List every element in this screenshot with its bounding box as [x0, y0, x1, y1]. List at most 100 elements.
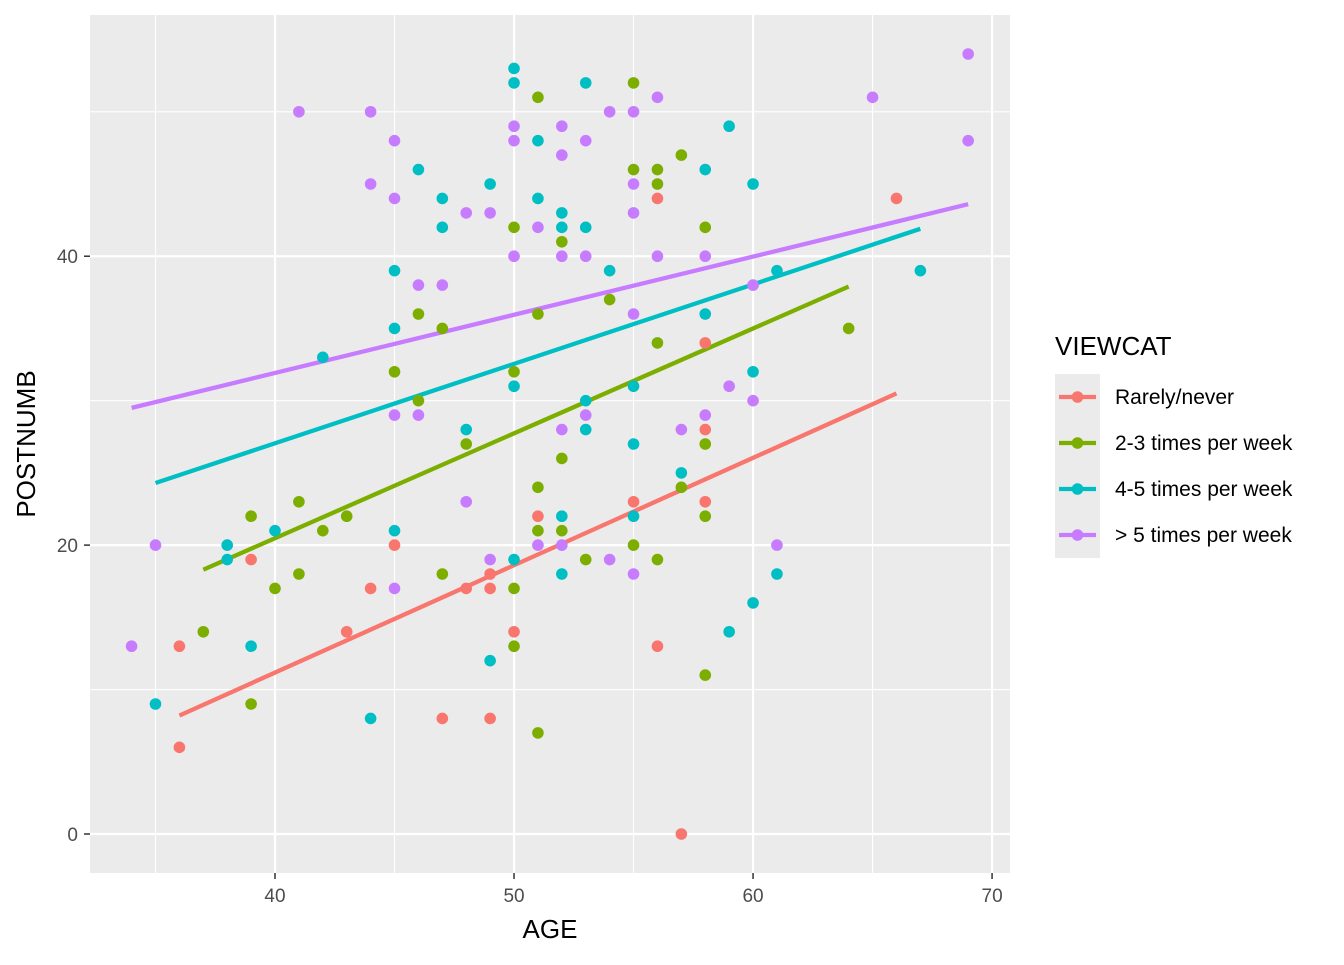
data-point — [627, 568, 640, 580]
data-point — [125, 640, 138, 653]
data-point — [412, 163, 425, 176]
legend-title: VIEWCAT — [1055, 331, 1172, 361]
data-point — [508, 221, 520, 234]
data-point — [699, 308, 712, 320]
data-point — [436, 221, 449, 234]
data-point — [317, 351, 329, 364]
data-point — [364, 105, 377, 118]
data-point — [245, 510, 257, 523]
data-point — [484, 178, 496, 190]
legend-label: 4-5 times per week — [1115, 478, 1293, 501]
x-axis-label: AGE — [523, 914, 578, 944]
data-point — [508, 380, 520, 393]
x-tick-label: 40 — [264, 886, 285, 907]
regression-lines — [131, 202, 969, 718]
data-point — [579, 221, 592, 234]
data-point — [269, 524, 281, 537]
data-point — [412, 409, 425, 421]
data-point — [508, 553, 520, 566]
data-point — [627, 178, 640, 190]
data-point — [532, 727, 544, 739]
y-tick-label: 40 — [57, 247, 78, 268]
data-point — [484, 582, 496, 595]
data-point — [651, 91, 664, 104]
data-point — [556, 250, 568, 263]
data-point — [556, 423, 568, 436]
data-point — [771, 539, 783, 551]
legend-point — [1071, 437, 1084, 449]
data-point — [556, 510, 568, 523]
regression-line — [154, 226, 922, 486]
legend-item: 4-5 times per week — [1055, 466, 1293, 512]
data-point — [532, 524, 544, 537]
data-point — [556, 452, 568, 465]
legend-label: 2-3 times per week — [1115, 432, 1293, 455]
data-point — [173, 741, 186, 754]
y-tick-label: 0 — [67, 825, 78, 846]
legend-item: 2-3 times per week — [1055, 420, 1293, 466]
regression-line — [202, 284, 850, 572]
data-point — [388, 524, 401, 537]
data-point — [675, 149, 688, 161]
data-point — [651, 553, 664, 566]
data-point — [651, 250, 664, 263]
data-point — [962, 48, 974, 60]
data-point — [508, 120, 520, 133]
data-point — [699, 221, 712, 234]
legend-label: Rarely/never — [1115, 386, 1234, 409]
legend-item: > 5 times per week — [1055, 512, 1292, 558]
data-point — [556, 539, 568, 551]
data-point — [340, 510, 353, 523]
data-point — [627, 308, 640, 320]
data-point — [436, 192, 449, 205]
data-point — [484, 207, 496, 219]
data-point — [245, 698, 257, 710]
plot-panel — [90, 15, 1010, 873]
data-point — [388, 192, 401, 205]
data-point — [556, 149, 568, 161]
data-point — [675, 467, 688, 479]
x-tick-label: 50 — [503, 886, 524, 907]
x-tick-label: 70 — [982, 886, 1003, 907]
data-point — [556, 568, 568, 580]
data-point — [747, 365, 759, 378]
data-point — [699, 423, 712, 436]
data-point — [747, 279, 759, 291]
data-point — [460, 582, 473, 595]
data-point — [699, 495, 712, 508]
data-point — [412, 394, 425, 407]
y-axis-ticks: 0 20 40 — [57, 247, 90, 846]
data-point — [532, 481, 544, 494]
data-point — [364, 582, 377, 595]
data-point — [699, 669, 712, 681]
data-point — [675, 423, 688, 436]
data-point — [532, 510, 544, 523]
data-point — [460, 438, 473, 450]
data-point — [699, 163, 712, 176]
data-point — [962, 134, 974, 147]
data-point — [388, 539, 401, 551]
data-point — [699, 409, 712, 421]
data-point — [149, 539, 162, 551]
data-point — [627, 539, 640, 551]
data-point — [436, 712, 449, 725]
data-point — [460, 207, 473, 219]
legend-point — [1071, 529, 1084, 541]
data-point — [723, 120, 735, 133]
data-point — [532, 91, 544, 104]
data-point — [842, 322, 855, 335]
data-point — [603, 553, 616, 566]
legend-point — [1071, 483, 1084, 495]
data-point — [699, 510, 712, 523]
data-point — [293, 568, 305, 580]
data-point — [603, 264, 616, 277]
data-point — [532, 539, 544, 551]
data-point — [627, 77, 640, 89]
data-point — [603, 105, 616, 118]
data-point — [532, 192, 544, 205]
data-point — [388, 264, 401, 277]
data-point — [603, 293, 616, 306]
data-point — [508, 582, 520, 595]
data-point — [579, 134, 592, 147]
